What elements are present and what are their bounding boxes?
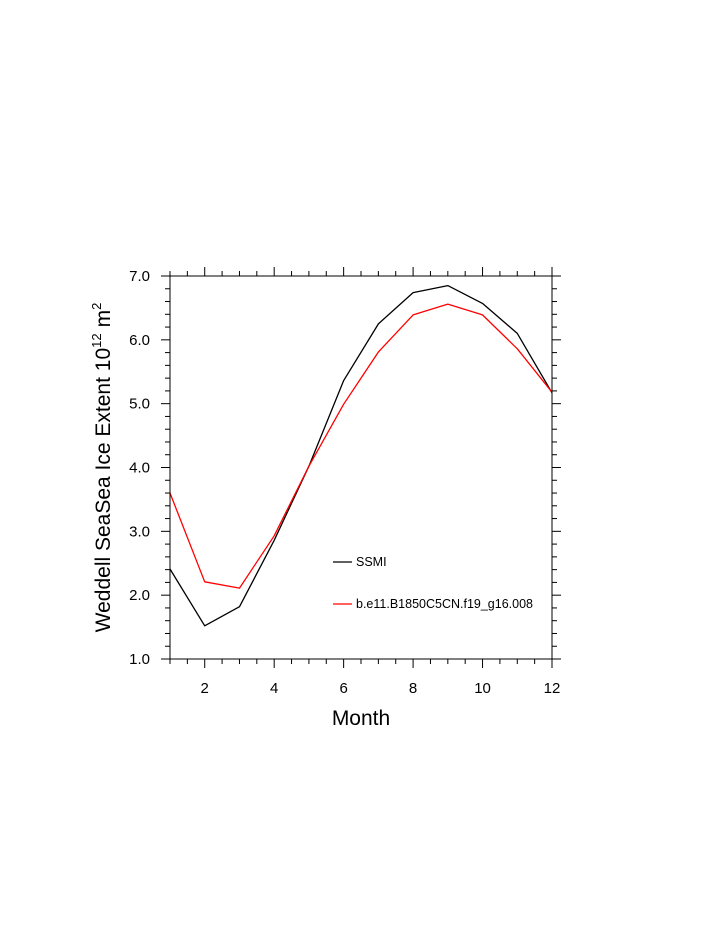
data-series [169, 284, 553, 627]
y-axis-title: Weddell SeaSea Ice Extent 1012 m2 [89, 303, 115, 633]
legend-label-ssmi: SSMI [356, 555, 387, 569]
x-tick-label: 6 [339, 680, 347, 697]
legend-label-model: b.e11.B1850C5CN.f19_g16.008 [356, 597, 533, 611]
legend: SSMI b.e11.B1850C5CN.f19_g16.008 [333, 555, 533, 611]
y-tick-label: 5.0 [129, 396, 150, 413]
y-axis-title-exponent: 12 [89, 333, 104, 347]
tick-labels: 2 4 6 8 10 12 1.0 2.0 3.0 4.0 5.0 6.0 7.0 [129, 268, 560, 697]
series-line-model [169, 303, 553, 589]
y-axis-title-main: Weddell SeaSea Ice Extent 10 [92, 348, 115, 632]
y-tick-label: 2.0 [129, 587, 150, 604]
x-tick-label: 4 [270, 680, 278, 697]
tick-marks [161, 267, 561, 668]
y-axis-title-unit: m [92, 310, 115, 328]
x-axis-title: Month [332, 707, 390, 730]
series-line-ssmi [169, 284, 553, 627]
y-tick-label: 4.0 [129, 460, 150, 477]
y-tick-label: 1.0 [129, 651, 150, 668]
y-tick-label: 7.0 [129, 268, 150, 285]
x-tick-label: 12 [544, 680, 561, 697]
y-tick-label: 3.0 [129, 523, 150, 540]
x-tick-label: 8 [409, 680, 417, 697]
y-axis-title-unit-exponent: 2 [89, 303, 104, 310]
y-tick-label: 6.0 [129, 332, 150, 349]
x-tick-label: 10 [474, 680, 491, 697]
plot-area-frame [169, 275, 553, 660]
x-tick-label: 2 [201, 680, 209, 697]
